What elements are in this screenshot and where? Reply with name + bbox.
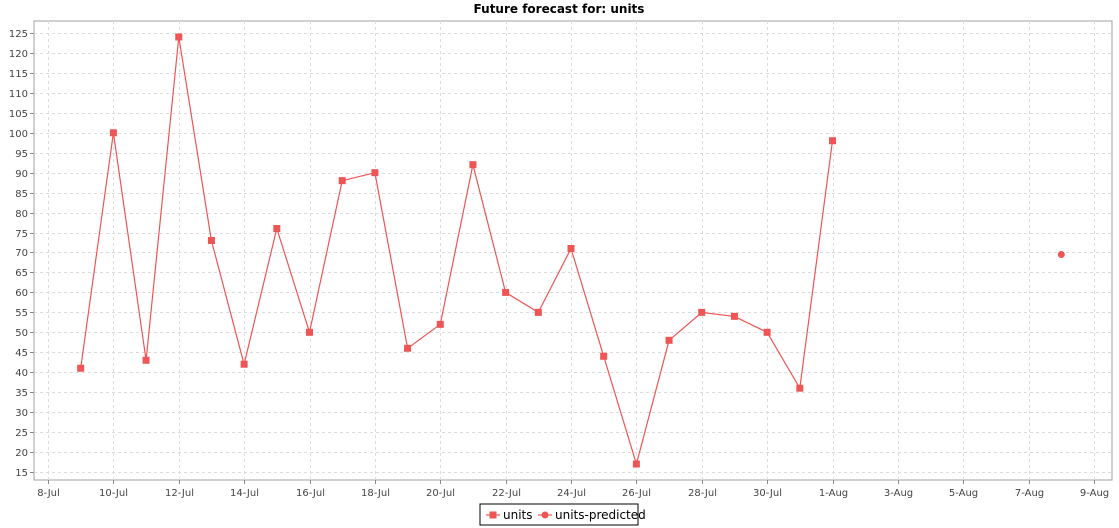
legend: units units-predicted bbox=[479, 503, 646, 526]
y-tick-label: 40 bbox=[15, 368, 28, 379]
grid-lines bbox=[34, 21, 1112, 480]
chart-title: Future forecast for: units bbox=[474, 2, 645, 16]
data-point bbox=[698, 308, 706, 316]
legend-marker bbox=[489, 511, 497, 519]
x-tick-label: 7-Aug bbox=[1015, 488, 1044, 499]
data-point bbox=[404, 344, 412, 352]
legend-item-units: units bbox=[486, 508, 533, 522]
y-tick-label: 125 bbox=[9, 29, 28, 40]
x-tick-label: 1-Aug bbox=[819, 488, 848, 499]
y-tick-label: 30 bbox=[15, 408, 28, 419]
data-point bbox=[534, 308, 542, 316]
x-tick-label: 10-Jul bbox=[99, 488, 128, 499]
legend-label: units-predicted bbox=[555, 508, 646, 522]
data-point bbox=[77, 364, 85, 372]
data-point bbox=[240, 360, 248, 368]
y-tick-label: 35 bbox=[15, 388, 28, 399]
y-tick-label: 80 bbox=[15, 209, 28, 220]
series-line-units bbox=[80, 36, 834, 467]
y-tick-label: 90 bbox=[15, 169, 28, 180]
legend-marker bbox=[541, 511, 549, 519]
y-tick-label: 65 bbox=[15, 268, 28, 279]
data-point bbox=[469, 161, 477, 169]
y-tick-label: 25 bbox=[15, 428, 28, 439]
x-tick-label: 30-Jul bbox=[753, 488, 782, 499]
series-units-predicted bbox=[1057, 250, 1065, 258]
data-point bbox=[600, 352, 608, 360]
data-point bbox=[632, 460, 640, 468]
x-tick-label: 14-Jul bbox=[230, 488, 259, 499]
data-point bbox=[1057, 250, 1065, 258]
y-tick-label: 95 bbox=[15, 149, 28, 160]
y-tick-label: 75 bbox=[15, 229, 28, 240]
y-tick-label: 70 bbox=[15, 248, 28, 259]
x-tick-label: 5-Aug bbox=[949, 488, 978, 499]
data-point bbox=[796, 384, 804, 392]
y-tick-label: 100 bbox=[9, 129, 28, 140]
y-tick-label: 120 bbox=[9, 49, 28, 60]
y-tick-label: 45 bbox=[15, 348, 28, 359]
x-tick-label: 22-Jul bbox=[492, 488, 521, 499]
x-tick-label: 28-Jul bbox=[688, 488, 717, 499]
x-tick-label: 8-Jul bbox=[37, 488, 60, 499]
data-point bbox=[273, 225, 281, 233]
y-tick-label: 105 bbox=[9, 109, 28, 120]
axes: 15 20 25 30 35 40 45 50 55 60 65 70 75 80 85 90 95 100 105… bbox=[9, 29, 1109, 499]
data-point bbox=[665, 336, 673, 344]
data-point bbox=[142, 356, 150, 364]
x-tick-label: 16-Jul bbox=[296, 488, 325, 499]
data-point bbox=[502, 288, 510, 296]
y-tick-label: 20 bbox=[15, 448, 28, 459]
data-point bbox=[207, 237, 215, 245]
legend-box bbox=[479, 503, 639, 526]
legend-item-units-predicted: units-predicted bbox=[538, 508, 646, 522]
legend-label: units bbox=[503, 508, 533, 522]
data-point bbox=[730, 312, 738, 320]
x-tick-label: 24-Jul bbox=[557, 488, 586, 499]
x-tick-label: 18-Jul bbox=[361, 488, 390, 499]
data-point bbox=[829, 137, 836, 145]
x-tick-label: 3-Aug bbox=[884, 488, 913, 499]
data-point bbox=[436, 320, 444, 328]
y-tick-label: 60 bbox=[15, 288, 28, 299]
y-tick-label: 85 bbox=[15, 189, 28, 200]
y-tick-label: 15 bbox=[15, 468, 28, 479]
data-point bbox=[175, 33, 183, 41]
y-tick-label: 110 bbox=[9, 89, 28, 100]
data-point bbox=[338, 177, 346, 185]
data-point bbox=[763, 328, 771, 336]
data-point bbox=[567, 245, 575, 253]
data-point bbox=[306, 328, 313, 336]
y-tick-label: 50 bbox=[15, 328, 28, 339]
series-layer bbox=[77, 33, 1065, 468]
x-tick-label: 26-Jul bbox=[622, 488, 651, 499]
data-point bbox=[371, 169, 379, 177]
y-tick-label: 55 bbox=[15, 308, 28, 319]
y-tick-label: 115 bbox=[9, 69, 28, 80]
x-tick-label: 20-Jul bbox=[426, 488, 455, 499]
data-point bbox=[109, 129, 117, 137]
x-tick-label: 9-Aug bbox=[1080, 488, 1109, 499]
x-tick-label: 12-Jul bbox=[165, 488, 194, 499]
series-units bbox=[77, 33, 836, 468]
